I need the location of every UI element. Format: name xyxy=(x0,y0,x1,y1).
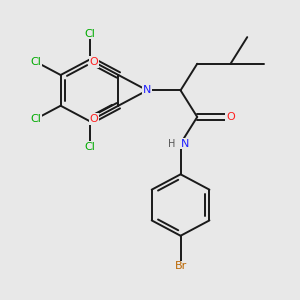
Text: N: N xyxy=(143,85,152,95)
Text: Cl: Cl xyxy=(84,142,95,152)
Text: Br: Br xyxy=(174,262,187,272)
Text: N: N xyxy=(180,139,189,148)
Text: O: O xyxy=(226,112,235,122)
Text: Cl: Cl xyxy=(84,28,95,38)
Text: O: O xyxy=(89,57,98,67)
Text: H: H xyxy=(167,139,175,148)
Text: O: O xyxy=(89,114,98,124)
Text: Cl: Cl xyxy=(31,57,41,67)
Text: Cl: Cl xyxy=(31,114,41,124)
